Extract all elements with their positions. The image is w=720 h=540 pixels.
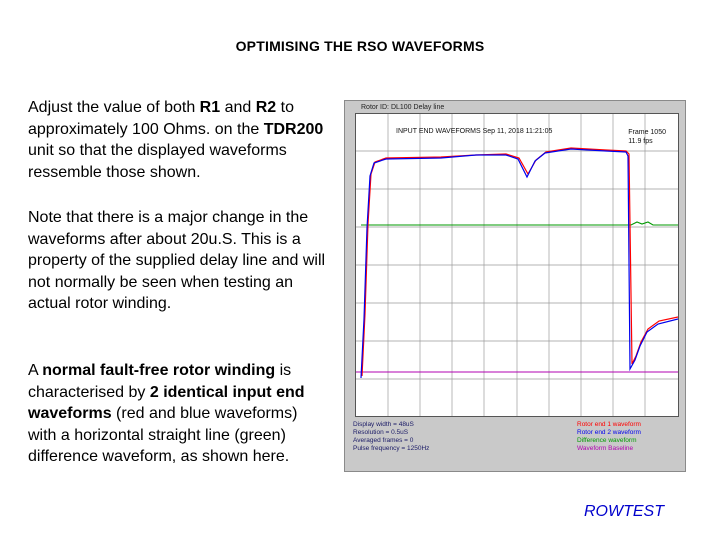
difference-waveform	[361, 221, 678, 226]
rotor-end-2-waveform	[360, 148, 678, 379]
frame-info: Frame 1050 11.9 fps	[628, 128, 666, 146]
legend-baseline: Waveform Baseline	[577, 445, 634, 452]
oscilloscope-screenshot: Rotor ID: DL100 Delay line	[344, 100, 686, 472]
display-width: Display width = 48uS	[353, 421, 414, 428]
resolution: Resolution = 0.5uS	[353, 429, 409, 436]
legend-rotor-end-2: Rotor end 2 waveform	[577, 429, 641, 436]
frame-rate: 11.9 fps	[628, 138, 653, 145]
waveform-legend: Rotor end 1 waveform Rotor end 2 wavefor…	[577, 421, 641, 453]
waveform-chart	[356, 114, 678, 416]
plot-grid	[356, 114, 678, 416]
rotor-id-label: Rotor ID: DL100 Delay line	[361, 104, 445, 111]
legend-rotor-end-1: Rotor end 1 waveform	[577, 421, 641, 428]
waveform-plot: INPUT END WAVEFORMS Sep 11, 2018 11:21:0…	[355, 113, 679, 417]
acquisition-info: Display width = 48uS Resolution = 0.5uS …	[353, 421, 429, 453]
note-paragraph: Note that there is a major change in the…	[28, 209, 326, 313]
rotor-end-1-waveform	[361, 147, 678, 377]
averaged-frames: Averaged frames = 0	[353, 437, 414, 444]
plot-title: INPUT END WAVEFORMS Sep 11, 2018 11:21:0…	[396, 128, 553, 135]
legend-difference: Difference waveform	[577, 437, 637, 444]
instruction-paragraph: Adjust the value of both R1 and R2 to ap…	[28, 99, 324, 181]
description-paragraph: A normal fault-free rotor winding is cha…	[28, 362, 305, 466]
page-title: OPTIMISING THE RSO WAVEFORMS	[235, 38, 485, 54]
pulse-frequency: Pulse frequency = 1250Hz	[353, 445, 430, 452]
brand-logo: ROWTEST	[584, 503, 664, 520]
frame-number: Frame 1050	[628, 129, 666, 136]
